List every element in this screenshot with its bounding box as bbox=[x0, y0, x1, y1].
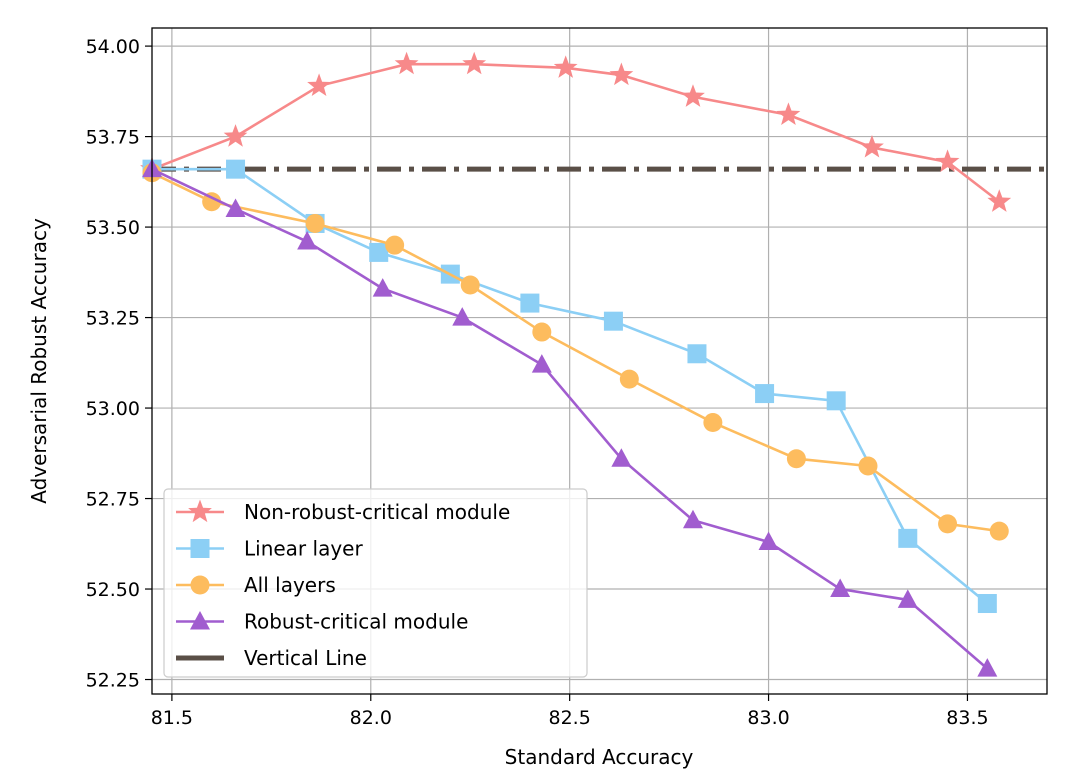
legend-label: Robust-critical module bbox=[244, 610, 468, 634]
legend-box bbox=[163, 488, 588, 678]
y-tick-label: 53.50 bbox=[86, 217, 140, 239]
y-tick-label: 52.75 bbox=[86, 489, 140, 511]
x-tick-label: 81.5 bbox=[151, 707, 193, 729]
legend-entry: All layers bbox=[176, 573, 336, 597]
y-axis: 52.25 52.50 52.75 53.00 53.25 53.50 53.75 54.00 bbox=[86, 36, 152, 692]
data-point bbox=[682, 509, 703, 529]
legend-label: Linear layer bbox=[244, 537, 363, 561]
legend-entry: Vertical Line bbox=[176, 646, 367, 670]
data-point bbox=[703, 413, 723, 433]
series-non-robust-critical-module bbox=[140, 51, 1012, 212]
grid-lines bbox=[152, 28, 1047, 694]
data-point bbox=[225, 198, 246, 217]
y-tick-label: 53.75 bbox=[86, 127, 140, 149]
data-point bbox=[989, 521, 1009, 541]
data-point bbox=[681, 84, 705, 107]
data-point bbox=[603, 311, 623, 331]
data-point bbox=[619, 369, 639, 389]
legend-label: Non-robust-critical module bbox=[244, 500, 510, 524]
x-tick-label: 82.0 bbox=[350, 707, 392, 729]
data-point bbox=[202, 192, 222, 212]
data-point bbox=[786, 449, 806, 469]
legend-label: Vertical Line bbox=[244, 646, 367, 670]
data-point bbox=[860, 134, 884, 158]
y-tick-label: 54.00 bbox=[86, 36, 140, 58]
data-point bbox=[977, 658, 998, 677]
data-point bbox=[372, 278, 393, 297]
data-point bbox=[826, 391, 846, 411]
data-point bbox=[897, 589, 918, 608]
data-point bbox=[898, 528, 918, 548]
data-point bbox=[755, 384, 775, 404]
data-point bbox=[935, 149, 960, 173]
x-axis: 81.5 82.0 82.5 83.0 83.5 bbox=[151, 694, 989, 729]
plot-frame bbox=[151, 27, 1048, 695]
series-robust-critical-module bbox=[142, 158, 998, 677]
series-line bbox=[151, 167, 989, 670]
data-point bbox=[307, 73, 331, 97]
data-point bbox=[858, 456, 878, 476]
data-point bbox=[297, 231, 318, 250]
legend-entry: Non-robust-critical module bbox=[176, 499, 510, 524]
series-line bbox=[151, 62, 1001, 203]
series-line bbox=[151, 171, 1000, 533]
y-axis-label: Adversarial Robust Accuracy bbox=[27, 218, 51, 504]
legend-label: All layers bbox=[244, 573, 336, 597]
data-point bbox=[305, 213, 325, 233]
data-point bbox=[452, 307, 473, 326]
legend-marker bbox=[190, 575, 210, 595]
legend-marker bbox=[190, 539, 210, 558]
x-tick-label: 83.5 bbox=[946, 707, 988, 729]
data-point bbox=[987, 189, 1012, 212]
legend-entry: Linear layer bbox=[176, 537, 363, 561]
data-point bbox=[609, 62, 634, 86]
data-point bbox=[611, 448, 632, 467]
data-point bbox=[385, 235, 405, 255]
x-axis-label: Standard Accuracy bbox=[505, 745, 694, 769]
data-point bbox=[776, 102, 801, 125]
x-tick-label: 82.5 bbox=[549, 707, 591, 729]
y-tick-label: 52.50 bbox=[86, 579, 140, 601]
data-point bbox=[460, 275, 480, 295]
series-line bbox=[152, 167, 989, 605]
series-layer bbox=[140, 51, 1012, 677]
data-point bbox=[531, 354, 552, 373]
data-point bbox=[553, 55, 578, 78]
y-tick-label: 52.25 bbox=[86, 670, 140, 692]
legend-marker bbox=[188, 499, 212, 523]
data-point bbox=[223, 124, 248, 147]
data-point bbox=[369, 242, 389, 262]
data-point bbox=[394, 51, 419, 75]
data-point bbox=[758, 531, 779, 550]
data-point bbox=[977, 594, 997, 614]
y-tick-label: 53.00 bbox=[86, 398, 140, 420]
legend: Non-robust-critical module Linear layer Al… bbox=[163, 488, 588, 678]
data-point bbox=[830, 578, 851, 598]
data-point bbox=[520, 293, 540, 313]
x-tick-label: 83.0 bbox=[747, 707, 789, 729]
data-point bbox=[462, 51, 487, 75]
data-point bbox=[938, 514, 958, 534]
legend-marker bbox=[190, 611, 210, 630]
y-tick-label: 53.25 bbox=[86, 308, 140, 330]
legend-entry: Robust-critical module bbox=[176, 610, 468, 634]
data-point bbox=[226, 159, 246, 179]
data-point bbox=[687, 344, 707, 364]
data-point bbox=[532, 322, 552, 342]
